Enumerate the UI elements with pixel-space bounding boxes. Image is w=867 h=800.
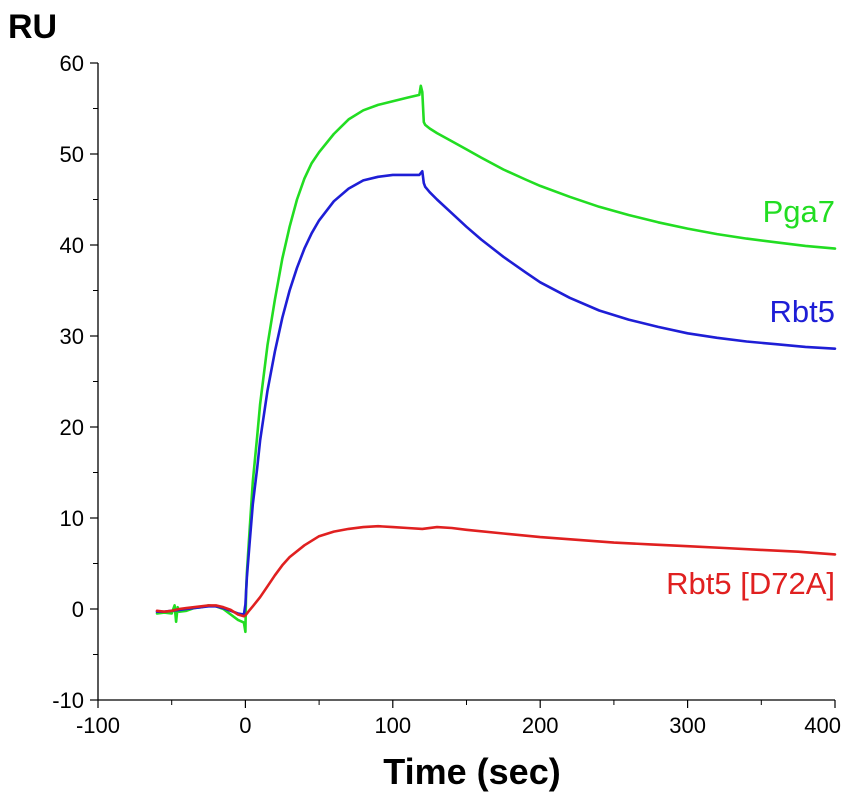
y-tick-label: 40 (60, 233, 84, 258)
y-axis-title: RU (8, 8, 57, 46)
y-tick-label: 60 (60, 51, 84, 76)
y-tick-label: 20 (60, 415, 84, 440)
x-tick-label: 200 (522, 713, 559, 738)
series-label: Rbt5 [D72A] (666, 566, 835, 601)
series-line-rbt5-d72a (155, 524, 837, 618)
x-tick-label: 400 (804, 713, 841, 738)
y-tick-label: 30 (60, 324, 84, 349)
x-tick-label: 100 (374, 713, 411, 738)
series-layer (155, 84, 837, 634)
series-label: Pga7 (763, 194, 835, 229)
y-tick-label: 10 (60, 506, 84, 531)
x-tick-label: -100 (76, 713, 120, 738)
y-tick-label: 0 (72, 597, 84, 622)
series-labels-layer: Pga7 Rbt5 Rbt5 [D72A] (666, 194, 835, 601)
series-line-pga7 (155, 84, 837, 634)
x-axis-title: Time (sec) (383, 751, 560, 792)
y-tick-label: 50 (60, 142, 84, 167)
y-tick-label: -10 (52, 688, 84, 713)
x-tick-label: 0 (239, 713, 251, 738)
x-tick-label: 300 (669, 713, 706, 738)
series-label: Rbt5 (770, 294, 835, 329)
